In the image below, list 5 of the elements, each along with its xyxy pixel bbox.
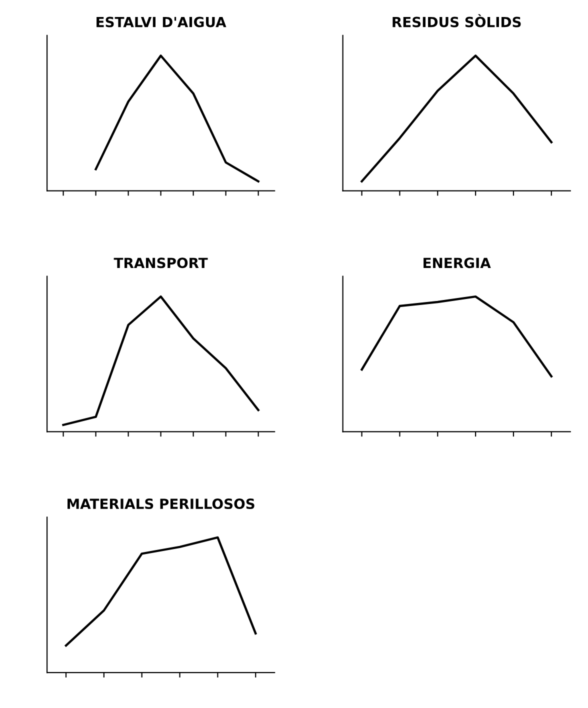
chart-title: MATERIALS PERILLOSOS bbox=[68, 498, 254, 510]
chart-title: TRANSPORT bbox=[114, 258, 208, 268]
chart-title: ESTALVI D'AIGUA bbox=[96, 16, 226, 28]
chart-title: ENERGIA bbox=[424, 258, 491, 268]
chart-title: RESIDUS SÒLIDS bbox=[392, 14, 521, 28]
